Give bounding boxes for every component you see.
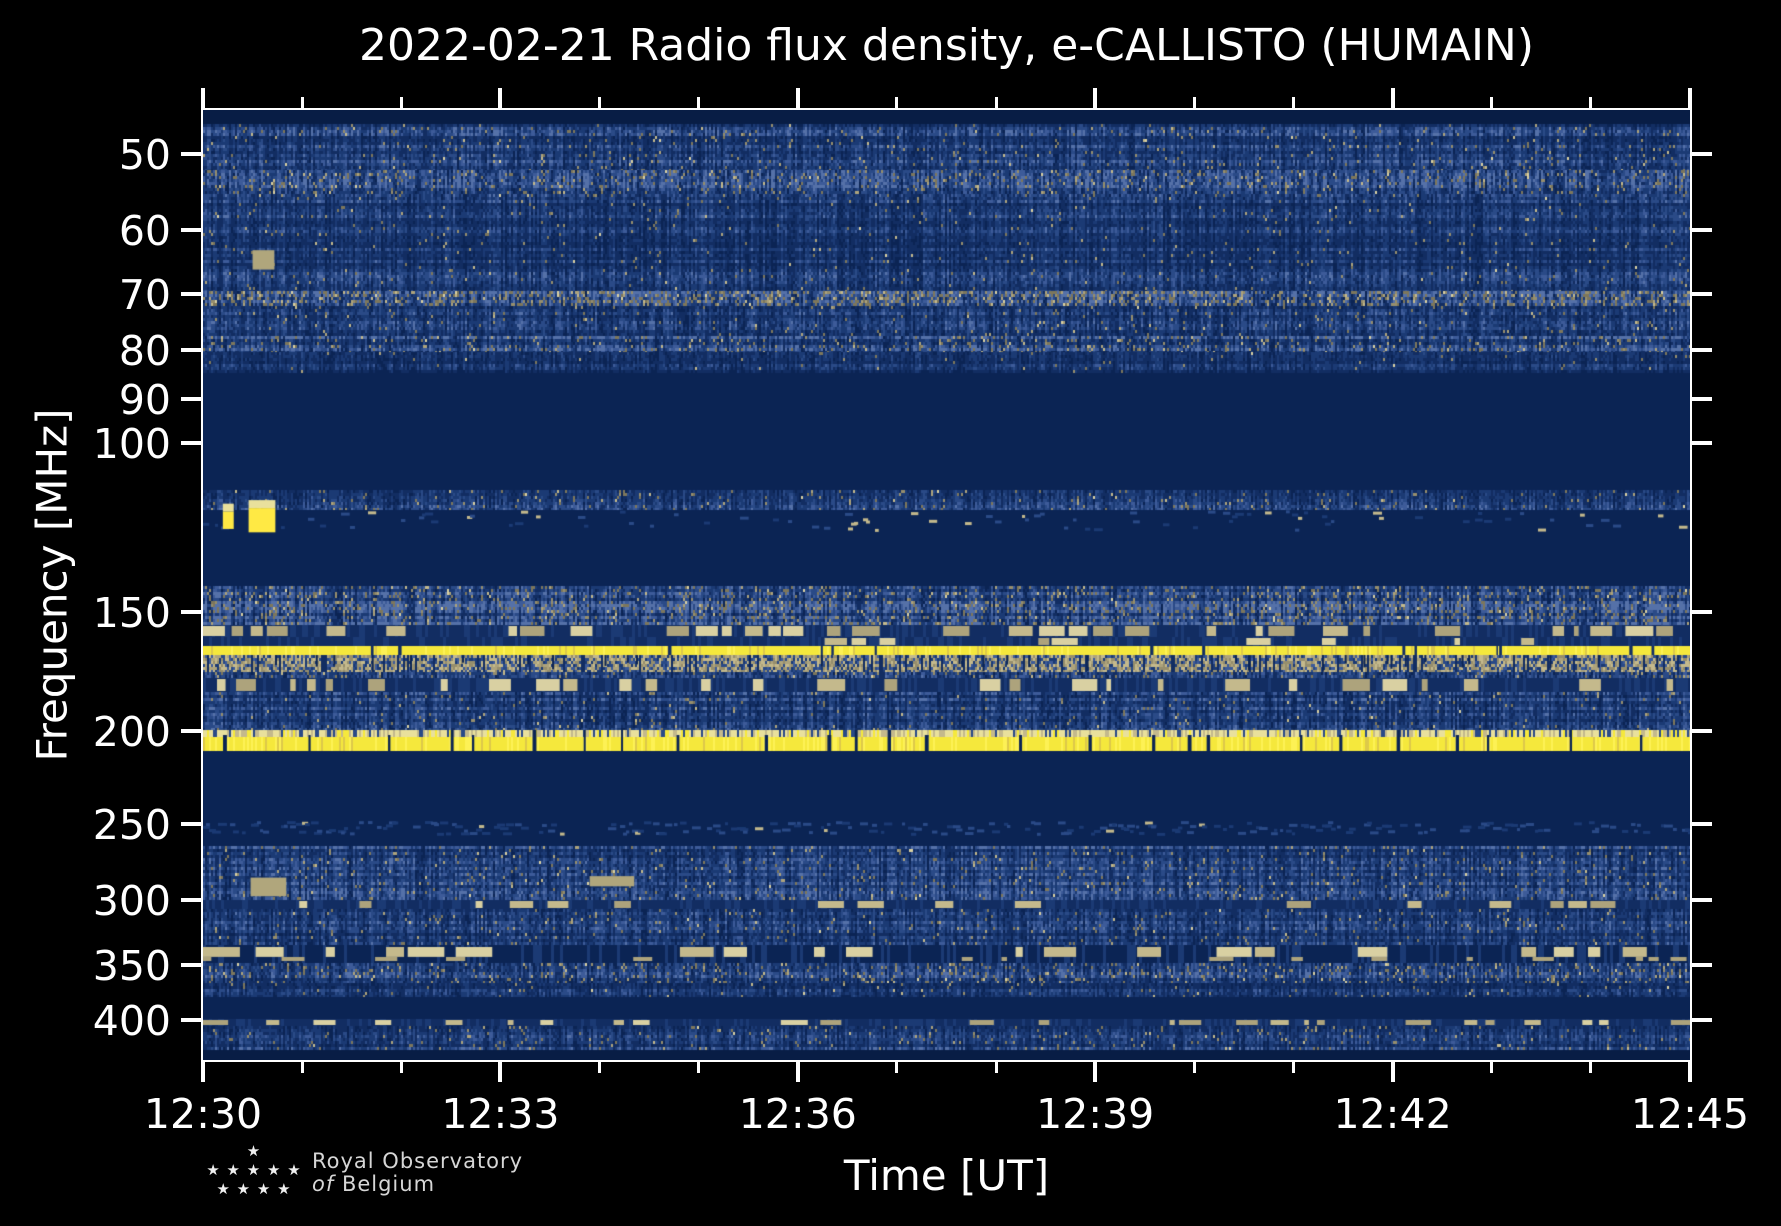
x-tick-minor [300,1062,304,1073]
y-tick [181,151,201,156]
x-tick-label: 12:33 [441,1090,560,1138]
y-tick-right [1692,1018,1712,1023]
x-tick-minor [697,1062,701,1073]
y-tick-right [1692,227,1712,232]
x-tick-minor-top [697,97,701,108]
star-row-1: ★ [246,1142,262,1160]
y-tick [181,898,201,903]
star-row-2: ★ ★ ★ ★ ★ [206,1161,302,1179]
y-tick-right [1692,440,1712,445]
x-tick-minor-top [994,97,998,108]
y-tick-label: 300 [92,877,171,926]
x-tick-minor-top [399,97,403,108]
x-tick-major [1093,1062,1098,1082]
y-tick-right [1692,396,1712,401]
x-tick-major-top [201,88,205,108]
y-tick-label: 60 [118,206,171,255]
y-tick-right [1692,292,1712,297]
x-tick-minor-top [598,97,602,108]
y-tick-right [1692,347,1712,352]
x-tick-minor-top [300,97,304,108]
x-tick-minor [1291,1062,1295,1073]
logo-text-belgium: Belgium [341,1172,436,1196]
x-tick-major [795,1062,800,1082]
x-tick-major-top [498,88,503,108]
y-tick-label: 100 [92,419,171,468]
x-tick-major [1390,1062,1395,1082]
y-tick-right [1692,962,1712,967]
y-tick-label: 200 [92,708,171,757]
x-tick-major-top [1688,88,1692,108]
rob-logo-text: Royal Observatory of Belgium [312,1150,523,1196]
y-tick-label: 70 [118,271,171,320]
x-tick-major [498,1062,503,1082]
y-tick [181,609,201,614]
x-tick-minor [1490,1062,1494,1073]
y-tick-right [1692,609,1712,614]
x-tick-label: 12:36 [738,1090,857,1138]
plot-frame [201,108,1692,1062]
y-tick [181,396,201,401]
logo-text-of: of [312,1172,335,1196]
x-tick-minor-top [895,97,899,108]
y-tick [181,347,201,352]
y-tick [181,1018,201,1023]
x-tick-minor [895,1062,899,1073]
y-tick-label: 90 [118,375,171,424]
y-tick [181,440,201,445]
x-tick-label: 12:39 [1036,1090,1155,1138]
y-tick-label: 350 [92,941,171,990]
y-tick [181,227,201,232]
y-tick-label: 400 [92,997,171,1046]
x-axis-label: Time [UT] [843,1151,1050,1200]
logo-text-line2: of Belgium [312,1173,523,1196]
x-tick-minor-top [1490,97,1494,108]
x-tick-major-top [1093,88,1098,108]
x-tick-minor-top [1291,97,1295,108]
y-tick [181,729,201,734]
x-tick-minor [598,1062,602,1073]
spectrogram-canvas [203,110,1690,1060]
rob-logo-stars: ★ ★ ★ ★ ★ ★ ★ ★ ★ ★ [204,1142,304,1199]
x-tick-label: 12:45 [1630,1090,1750,1138]
y-tick-label: 250 [92,801,171,850]
x-tick-minor [1589,1062,1593,1073]
x-tick-minor-top [1192,97,1196,108]
y-tick-right [1692,729,1712,734]
x-tick-minor [994,1062,998,1073]
x-tick-major-top [1390,88,1395,108]
x-tick-minor [1192,1062,1196,1073]
x-tick-label: 12:42 [1333,1090,1452,1138]
x-tick-minor-top [1589,97,1593,108]
y-tick [181,962,201,967]
y-tick-right [1692,898,1712,903]
y-tick-label: 50 [118,130,171,179]
chart-title: 2022-02-21 Radio flux density, e-CALLIST… [358,20,1535,71]
y-tick-label: 80 [118,326,171,375]
x-tick-minor [399,1062,403,1073]
logo-text-line1: Royal Observatory [312,1149,524,1173]
x-tick-major [1688,1062,1692,1082]
y-tick [181,292,201,297]
y-tick-right [1692,151,1712,156]
y-tick-label: 150 [92,588,171,637]
x-tick-major-top [795,88,800,108]
x-tick-major [201,1062,205,1082]
star-row-3: ★ ★ ★ ★ [216,1180,292,1198]
y-tick [181,822,201,827]
x-tick-label: 12:30 [143,1090,263,1138]
y-tick-right [1692,822,1712,827]
